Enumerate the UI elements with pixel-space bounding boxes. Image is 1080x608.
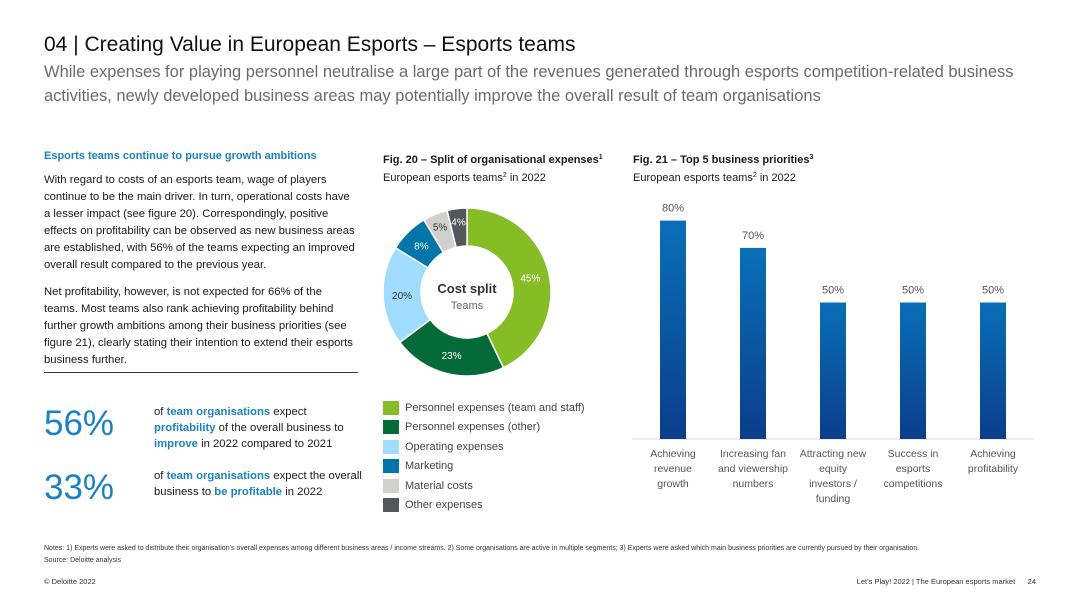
fig20-title: Fig. 20 – Split of organisational expens… xyxy=(383,154,603,166)
category-label-1: numbers xyxy=(733,478,774,490)
donut-center-subtitle: Teams xyxy=(451,300,484,312)
stat-number: 33% xyxy=(44,468,115,507)
legend-swatch xyxy=(383,459,399,474)
bar-4 xyxy=(980,302,1006,439)
donut-slice-5 xyxy=(446,207,468,249)
donut-slice-0 xyxy=(466,207,552,369)
category-label-0: growth xyxy=(657,478,689,490)
legend-item-4: Material costs xyxy=(383,476,585,496)
category-label-2: funding xyxy=(816,493,851,505)
legend-label: Other expenses xyxy=(405,499,483,512)
fig21-subtitle: European esports teams2 in 2022 xyxy=(633,172,796,184)
legend-item-1: Personnel expenses (other) xyxy=(383,418,585,438)
donut-label-5: 4% xyxy=(451,218,466,229)
donut-label-1: 23% xyxy=(442,351,462,362)
bar-chart: 80% Achieving revenue growth 70% Increasing f… xyxy=(632,203,1034,505)
legend-label: Material costs xyxy=(405,479,473,492)
donut-label-2: 20% xyxy=(392,291,412,302)
page-title: 04 | Creating Value in European Esports … xyxy=(44,33,576,56)
notes-text: Notes: 1) Experts were asked to distribu… xyxy=(44,545,920,552)
category-label-1: and viewership xyxy=(718,463,788,475)
stat-56: 56% of team organisations expect profita… xyxy=(44,404,364,464)
bar-2 xyxy=(820,302,846,439)
donut-label-4: 5% xyxy=(433,222,448,233)
stat-number: 56% xyxy=(44,404,115,443)
legend-label: Operating expenses xyxy=(405,440,504,453)
donut-label-0: 45% xyxy=(520,274,540,285)
page-subtitle: While expenses for playing personnel neu… xyxy=(44,63,1014,105)
legend-swatch xyxy=(383,498,399,513)
legend-item-5: Other expenses xyxy=(383,496,585,516)
bar-1 xyxy=(740,247,766,439)
donut-label-3: 8% xyxy=(414,242,429,253)
category-label-3: competitions xyxy=(884,478,943,490)
legend-item-3: Marketing xyxy=(383,457,585,477)
legend-swatch xyxy=(383,400,399,415)
category-label-2: equity xyxy=(819,463,848,475)
category-label-4: Achieving xyxy=(970,448,1016,460)
bar-value-label-2: 50% xyxy=(822,285,844,297)
footer-page: Let’s Play! 2022 | The European esports … xyxy=(856,577,1036,586)
category-label-3: Success in xyxy=(888,448,939,460)
legend-swatch xyxy=(383,478,399,493)
fig21-header: Fig. 21 – Top 5 business priorities3 Eur… xyxy=(633,150,873,186)
paragraph-2: Net profitability, however, is not expec… xyxy=(44,286,353,366)
donut-center-title: Cost split xyxy=(437,281,497,296)
fig20-subtitle: European esports teams2 in 2022 xyxy=(383,172,546,184)
section-heading: Esports teams continue to pursue growth … xyxy=(44,150,317,162)
left-column: Esports teams continue to pursue growth … xyxy=(44,150,358,373)
bar-value-label-3: 50% xyxy=(902,285,924,297)
category-label-2: Attracting new xyxy=(800,448,867,460)
stat-text: of team organisations expect the overall… xyxy=(154,470,362,498)
legend-swatch xyxy=(383,420,399,435)
legend-label: Marketing xyxy=(405,460,454,473)
bar-3 xyxy=(900,302,926,439)
donut-chart: 45% 23% 20% 8% 5% 4% Cost split Teams xyxy=(382,207,552,377)
bar-value-label-0: 80% xyxy=(662,203,684,215)
category-label-3: esports xyxy=(896,463,930,475)
paragraph-1: With regard to costs of an esports team,… xyxy=(44,174,355,271)
donut-legend: Personnel expenses (team and staff) Perso… xyxy=(383,398,585,515)
divider xyxy=(44,372,358,373)
legend-label: Personnel expenses (team and staff) xyxy=(405,401,585,414)
category-label-0: Achieving xyxy=(650,448,696,460)
legend-item-2: Operating expenses xyxy=(383,437,585,457)
bar-value-label-1: 70% xyxy=(742,230,764,242)
category-label-1: Increasing fan xyxy=(720,448,786,460)
stat-text: of team organisations expect profitabili… xyxy=(154,406,344,450)
legend-item-0: Personnel expenses (team and staff) xyxy=(383,398,585,418)
category-label-0: revenue xyxy=(654,463,692,475)
legend-swatch xyxy=(383,439,399,454)
bar-value-label-4: 50% xyxy=(982,285,1004,297)
category-label-4: profitability xyxy=(968,463,1019,475)
category-label-2: investors / xyxy=(809,478,857,490)
fig20-header: Fig. 20 – Split of organisational expens… xyxy=(383,150,623,186)
notes: Notes: 1) Experts were asked to distribu… xyxy=(44,543,1044,567)
stat-33: 33% of team organisations expect the ove… xyxy=(44,468,364,528)
footer-copyright: © Deloitte 2022 xyxy=(44,577,96,586)
source-text: Source: Deloitte analysis xyxy=(44,557,122,564)
legend-label: Personnel expenses (other) xyxy=(405,421,541,434)
fig21-title: Fig. 21 – Top 5 business priorities3 xyxy=(633,154,814,166)
bar-0 xyxy=(660,220,686,439)
